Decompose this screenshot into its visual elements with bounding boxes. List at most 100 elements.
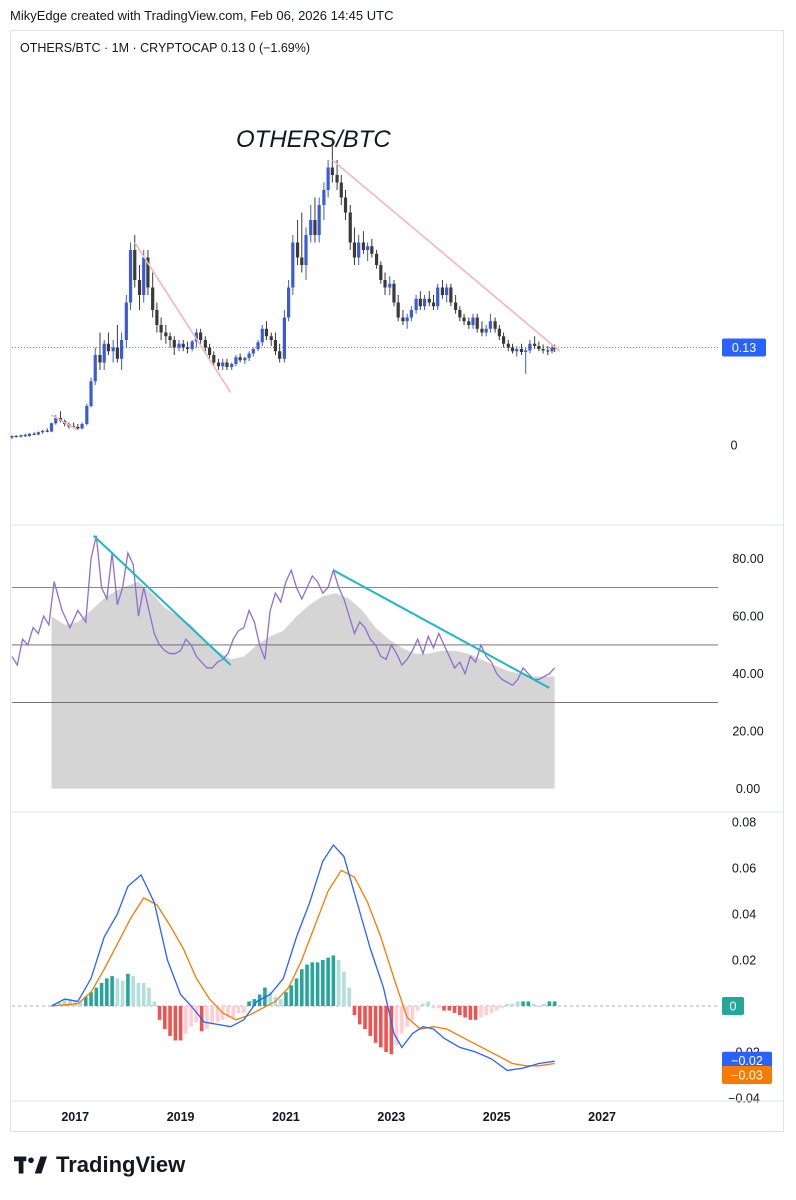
macd-histogram-bar xyxy=(105,978,109,1006)
candle xyxy=(93,347,97,385)
candle-body xyxy=(348,212,352,243)
candle-body xyxy=(422,298,427,307)
candle xyxy=(361,231,366,254)
macd-histogram-bar xyxy=(231,1006,236,1018)
macd-histogram-bar xyxy=(242,1006,246,1013)
candle xyxy=(506,340,510,352)
candle xyxy=(49,422,54,433)
rsi-trendline xyxy=(92,535,232,666)
rsi-tick-label: 20.00 xyxy=(732,725,763,739)
candle xyxy=(317,197,321,243)
macd-histogram-bar xyxy=(473,1006,478,1020)
candle xyxy=(85,403,89,426)
candle-body xyxy=(454,302,458,310)
candle-body xyxy=(519,349,524,352)
tradingview-wordmark: TradingView xyxy=(56,1152,186,1177)
price-trendline xyxy=(331,159,561,352)
candle-body xyxy=(190,341,194,349)
candle-body xyxy=(291,242,295,288)
candle xyxy=(234,355,238,367)
candle xyxy=(230,362,234,370)
rsi-tick-label: 80.00 xyxy=(732,552,763,566)
candle-body xyxy=(480,328,484,333)
candle-body xyxy=(282,317,286,359)
candle xyxy=(256,340,260,352)
candle xyxy=(422,295,427,310)
candle-body xyxy=(142,257,146,295)
value-badge-label: −0.03 xyxy=(731,1069,763,1083)
macd-tick-label: 0.08 xyxy=(732,816,756,830)
candle xyxy=(260,325,264,346)
candle-body xyxy=(436,287,440,307)
macd-histogram-bar xyxy=(547,1001,552,1006)
candle-body xyxy=(137,280,142,295)
candle xyxy=(142,250,146,303)
candle xyxy=(309,205,313,243)
candle xyxy=(313,197,317,243)
candle-body xyxy=(343,197,348,213)
candle-body xyxy=(488,321,492,329)
candle xyxy=(128,242,133,310)
candle xyxy=(515,346,519,357)
candle-body xyxy=(27,433,31,436)
candle xyxy=(106,332,111,355)
candle xyxy=(264,321,269,340)
candle-body xyxy=(10,436,14,438)
candle xyxy=(405,313,409,329)
candle-body xyxy=(313,220,317,235)
macd-histogram-bar xyxy=(526,1001,531,1006)
candle-body xyxy=(115,347,119,359)
macd-histogram-bar xyxy=(147,987,151,1006)
macd-histogram-bar xyxy=(252,999,257,1006)
candle-body xyxy=(506,343,510,348)
candle-body xyxy=(260,328,264,343)
value-badge-label: 0 xyxy=(730,1000,737,1014)
macd-line xyxy=(51,843,555,1072)
candle xyxy=(383,272,387,295)
macd-histogram-bar xyxy=(426,1001,431,1006)
tradingview-logo[interactable]: TradingView xyxy=(14,1152,185,1178)
candle-body xyxy=(203,340,207,348)
candle-body xyxy=(475,317,479,329)
candle xyxy=(546,346,550,355)
candle-body xyxy=(93,355,97,382)
macd-histogram-bar xyxy=(479,1006,483,1018)
candle xyxy=(27,433,31,437)
macd-histogram-bar xyxy=(415,1006,420,1011)
candle xyxy=(449,283,453,307)
candle xyxy=(343,190,348,220)
candle xyxy=(80,422,84,430)
candle-body xyxy=(168,336,172,340)
macd-histogram-bar xyxy=(289,985,294,1006)
candle-body xyxy=(537,346,541,349)
candle xyxy=(89,377,93,408)
macd-histogram-bar xyxy=(131,976,135,1006)
candle xyxy=(445,283,449,303)
candle-body xyxy=(361,242,366,250)
candle xyxy=(238,353,242,363)
price-trendline xyxy=(51,414,79,431)
macd-histogram-bar xyxy=(500,1006,504,1009)
macd-histogram-bar xyxy=(268,992,272,1006)
macd-tick-label: 0.02 xyxy=(732,954,756,968)
macd-histogram-bar xyxy=(210,1006,215,1025)
candle-body xyxy=(414,298,418,310)
time-tick-label: 2017 xyxy=(61,1110,89,1124)
candle-body xyxy=(177,343,181,348)
macd-histogram-bar xyxy=(326,957,330,1006)
candle xyxy=(392,280,396,307)
candle xyxy=(251,347,255,357)
value-badge xyxy=(722,997,744,1015)
candle-body xyxy=(102,343,106,363)
macd-histogram-bar xyxy=(336,960,341,1006)
candle-body xyxy=(366,246,370,250)
candle-body xyxy=(541,349,545,351)
symbol-info: OTHERS/BTC · 1M · CRYPTOCAP 0.13 0 (−1.6… xyxy=(20,41,311,55)
macd-histogram-bar xyxy=(141,983,146,1006)
macd-histogram-bar xyxy=(421,1003,425,1006)
rsi-pane: 80.00 60.00 40.00 20.00 0.00 xyxy=(11,535,783,813)
candle xyxy=(221,358,225,370)
candle-body xyxy=(54,418,58,424)
candle-body xyxy=(164,332,168,337)
